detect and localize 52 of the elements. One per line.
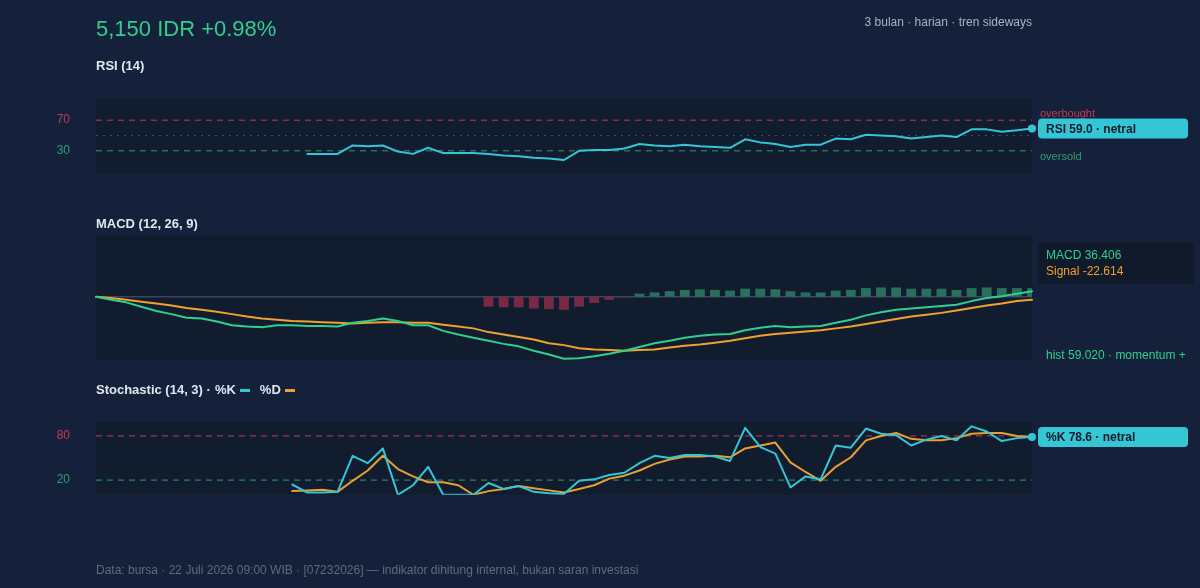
bar (528, 296, 539, 309)
text: 3 bulan · harian · tren sideways (864, 15, 1032, 29)
ref-line-label: oversold (1040, 150, 1082, 163)
y-tick-label: 20 (56, 472, 71, 487)
legend-label: %D (259, 382, 281, 397)
bar (544, 296, 554, 310)
bar (921, 288, 932, 297)
bar (589, 296, 600, 303)
bar (498, 296, 509, 308)
bar (604, 296, 615, 300)
bar (559, 296, 569, 310)
bar (785, 291, 796, 297)
chart-title: Stochastic (14, 3) · (96, 382, 211, 397)
bar (710, 289, 720, 297)
text: Signal -22.614 (1046, 263, 1125, 279)
bar (830, 290, 841, 297)
bar (513, 296, 524, 308)
bar (981, 287, 992, 297)
bar (800, 292, 811, 297)
bar (906, 288, 917, 297)
chart-title: RSI (14) (96, 58, 145, 73)
bar (694, 289, 705, 297)
bar (483, 296, 494, 307)
bar (845, 289, 856, 297)
bar (649, 292, 660, 297)
text: hist 59.020 · momentum + (1046, 348, 1186, 362)
bar (725, 290, 735, 297)
bar (876, 287, 886, 297)
bar (936, 288, 947, 297)
y-tick-label: 80 (56, 428, 71, 443)
bar (664, 291, 675, 297)
text: RSI 59.0 · netral (1046, 121, 1137, 136)
text: %K 78.6 · netral (1046, 430, 1136, 445)
bar (740, 288, 751, 297)
bar (951, 289, 962, 297)
chart-title: MACD (12, 26, 9) (96, 216, 198, 231)
legend-label: %K (214, 382, 236, 397)
bar (574, 296, 584, 307)
bar (679, 289, 690, 297)
bar (634, 293, 645, 297)
bar (815, 292, 826, 297)
bar (755, 288, 766, 297)
bar (891, 287, 902, 297)
bar (770, 289, 781, 297)
text: 5,150 IDR +0.98% (96, 16, 277, 42)
text: Data: bursa · 22 Juli 2026 09:00 WIB · [07232026] — indikator dihitung internal, bukan saran investasi (96, 563, 639, 577)
ref-line-label: overbought (1040, 106, 1096, 119)
bar (861, 288, 871, 297)
bar (966, 288, 977, 297)
text: MACD 36.406 (1046, 247, 1123, 263)
y-tick-label: 30 (56, 143, 71, 158)
y-tick-label: 70 (56, 112, 71, 127)
